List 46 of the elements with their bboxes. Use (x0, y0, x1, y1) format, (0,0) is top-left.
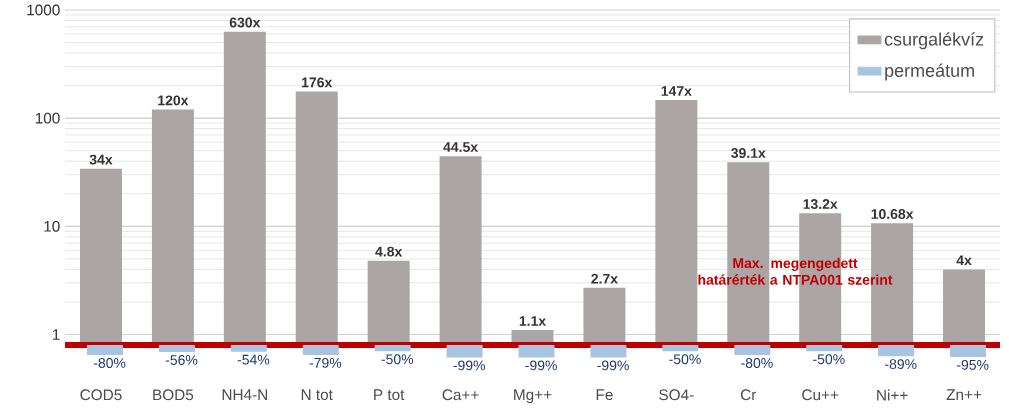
data-label: -56% (165, 355, 198, 365)
data-label: 13.2x (803, 199, 838, 210)
data-label: 4.8x (375, 246, 403, 257)
data-label: 34x (89, 154, 113, 165)
x-tick-label: Fe (596, 389, 613, 401)
x-tick-label: COD5 (80, 389, 122, 401)
data-label: 4x (956, 255, 972, 266)
data-label: -89% (885, 359, 917, 370)
x-tick-label: N tot (301, 389, 333, 401)
data-label: -50% (813, 354, 845, 365)
data-label: 10.68x (871, 209, 914, 219)
data-label: 176x (302, 77, 333, 88)
x-tick-label: Cu++ (802, 389, 839, 401)
data-label: 1.1x (519, 316, 547, 326)
x-tick-label: BOD5 (153, 389, 194, 401)
data-label: -99% (453, 360, 486, 371)
data-label: -50% (381, 354, 414, 365)
legend-label: csurgalékvíz (884, 32, 984, 50)
y-tick-label: 1000 (27, 4, 60, 16)
x-tick-label: Zn++ (946, 389, 982, 400)
legend-label: permeátum (885, 63, 974, 81)
ref-line-label: Max. megengedett határérték a NTPA001 szerint (698, 257, 893, 285)
data-label: 44.5x (443, 142, 478, 152)
data-label: -95% (956, 359, 989, 370)
data-label: -79% (309, 357, 342, 368)
data-label: -80% (741, 358, 773, 368)
data-label: 630x (229, 17, 261, 28)
data-label: 39.1x (731, 148, 766, 159)
y-tick-label: 100 (35, 112, 60, 124)
data-label: 147x (661, 86, 692, 96)
x-tick-label: SO4- (659, 389, 694, 401)
data-label: -50% (669, 354, 701, 365)
y-tick-label: 10 (44, 220, 60, 232)
x-tick-label: Mg++ (514, 389, 552, 404)
x-tick-label: Ni++ (877, 389, 908, 401)
x-tick-label: Cr (740, 389, 757, 401)
x-tick-label: P tot (374, 389, 405, 401)
x-tick-label: Ca++ (442, 389, 479, 401)
data-label: -99% (525, 360, 557, 371)
data-label: -54% (237, 354, 270, 365)
data-label: 120x (158, 95, 189, 106)
y-tick-label: 1 (52, 329, 60, 340)
x-tick-label: NH4-N (222, 389, 267, 400)
data-label: -80% (93, 358, 126, 368)
data-label: 2.7x (591, 273, 618, 284)
data-label: -99% (597, 360, 629, 371)
